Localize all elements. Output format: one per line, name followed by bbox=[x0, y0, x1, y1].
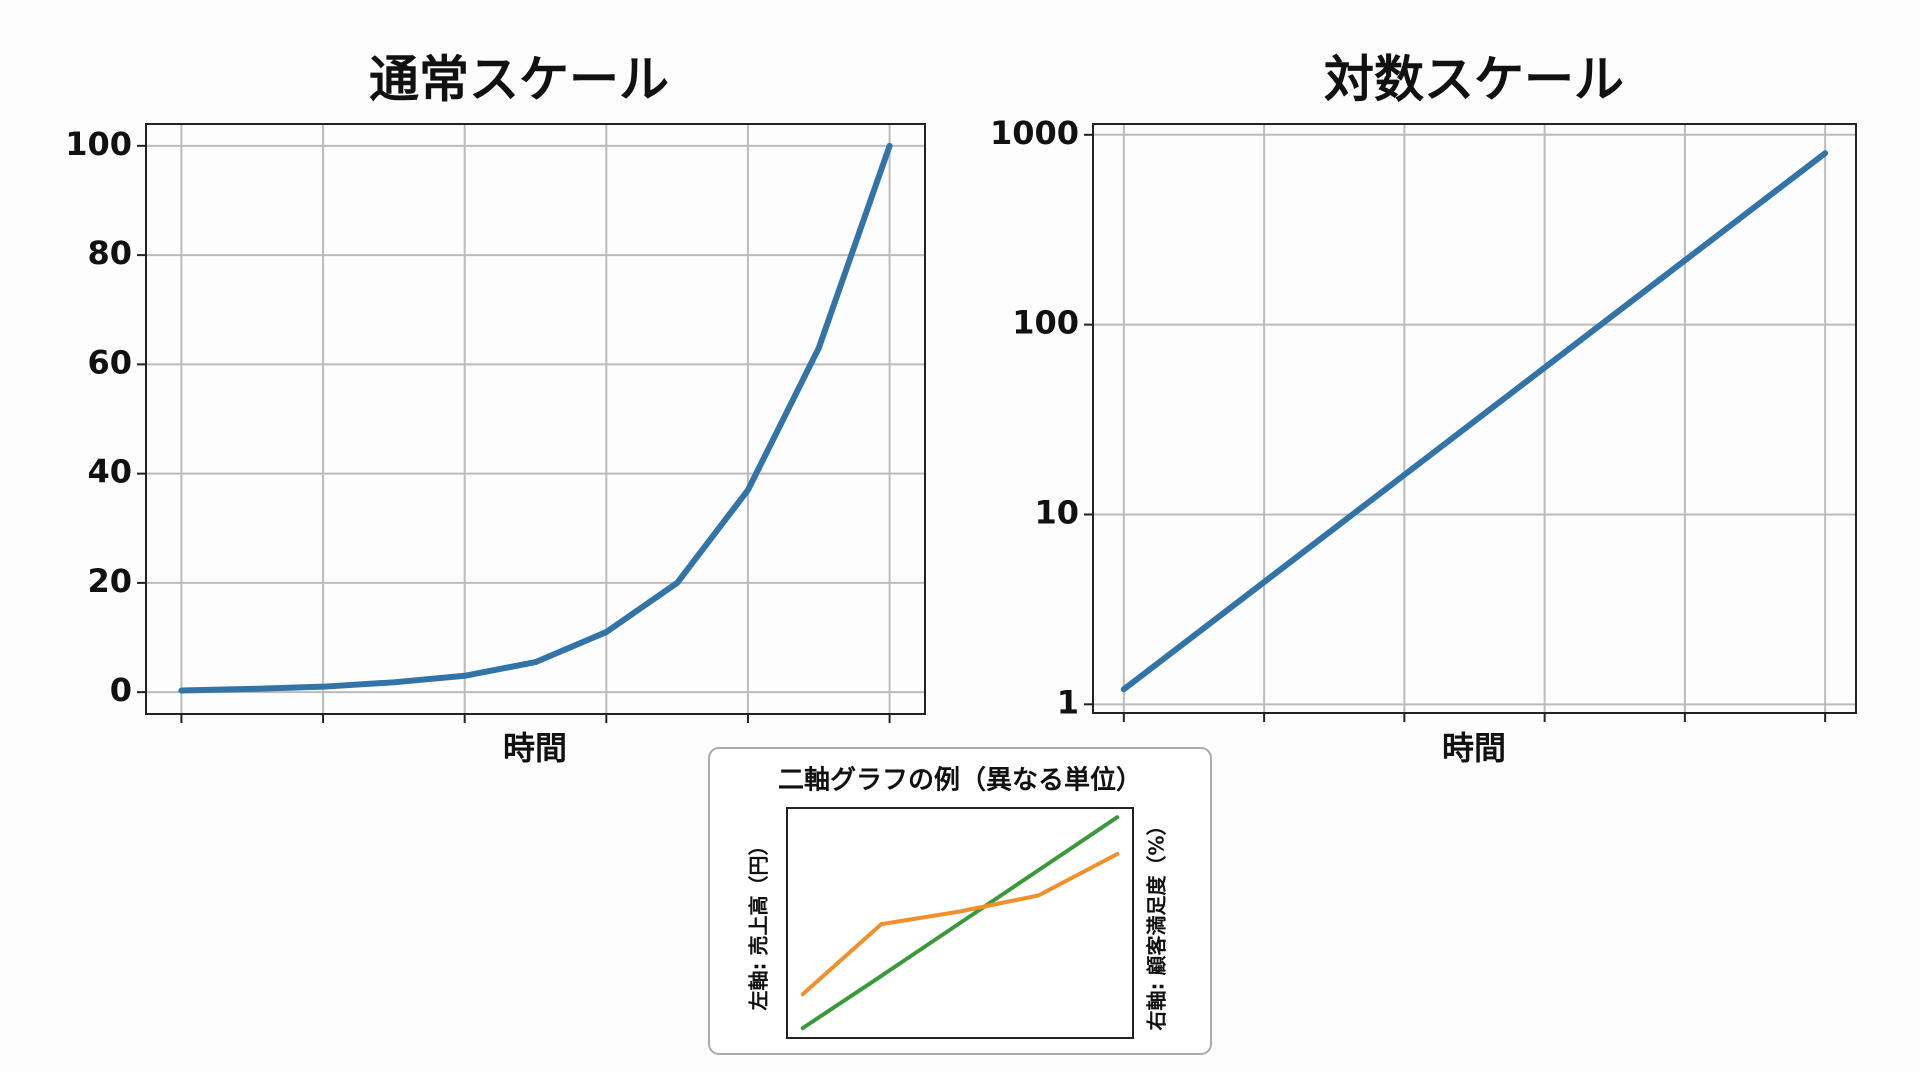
data-line bbox=[178, 142, 893, 694]
y-tick-label: 20 bbox=[87, 562, 132, 600]
chart-title: 対数スケール bbox=[1324, 51, 1624, 109]
y-tick-label: 1000 bbox=[990, 114, 1079, 152]
y-tick-label: 100 bbox=[65, 125, 132, 163]
data-line bbox=[800, 815, 1120, 1031]
plot-frame bbox=[145, 123, 926, 715]
data-line bbox=[1120, 150, 1829, 693]
x-axis-label: 時間 bbox=[503, 729, 567, 767]
y-tick-label: 60 bbox=[87, 343, 132, 381]
y-tick-label: 100 bbox=[1012, 304, 1079, 342]
y-axis-label: 左軸: 売上高（円） bbox=[747, 836, 771, 1011]
chart-title: 通常スケール bbox=[369, 51, 669, 109]
x-axis-label: 時間 bbox=[1442, 729, 1506, 767]
plot-frame bbox=[786, 807, 1134, 1039]
plot-frame bbox=[1092, 123, 1857, 714]
y-tick-label: 0 bbox=[110, 671, 132, 709]
y-tick-label: 10 bbox=[1034, 493, 1079, 531]
y-tick-label: 80 bbox=[87, 234, 132, 272]
y2-axis-label: 右軸: 顧客満足度（%） bbox=[1145, 816, 1169, 1031]
y-tick-label: 40 bbox=[87, 453, 132, 491]
data-line bbox=[800, 852, 1120, 997]
inset-box bbox=[708, 747, 1212, 1055]
y-tick-label: 1 bbox=[1057, 683, 1079, 721]
chart-title: 二軸グラフの例（異なる単位） bbox=[778, 765, 1142, 796]
